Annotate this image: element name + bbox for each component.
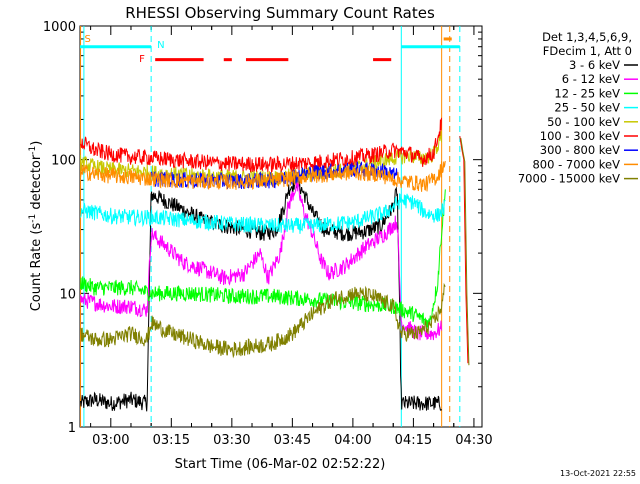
y-axis-label: Count Rate (s-1 detector-1)	[28, 141, 44, 312]
x-tick-label: 03:30	[213, 433, 250, 448]
x-tick-label: 03:15	[153, 433, 190, 448]
legend-entry-label: 300 - 800 keV	[540, 143, 620, 157]
series-line-100-300-kev	[80, 117, 442, 173]
y-axis-label-mid: detector	[29, 154, 44, 214]
x-tick-label: 03:45	[274, 433, 311, 448]
series-line-800-7000-kev	[80, 161, 446, 192]
legend-entry-label: 100 - 300 keV	[540, 129, 620, 143]
series-line-300-800-kev	[150, 161, 398, 190]
series-line-7000-15000-kev	[80, 282, 446, 359]
legend-entry-label: 800 - 7000 keV	[532, 157, 620, 171]
series-line-25-50-kev	[80, 193, 446, 234]
legend-entry-label: 50 - 100 keV	[547, 115, 620, 129]
legend-header-line-1: Det 1,3,4,5,6,9,	[542, 30, 632, 44]
legend-entry-label: 7000 - 15000 keV	[518, 172, 620, 186]
late-segment-line	[459, 136, 469, 364]
y-tick-label: 100	[51, 154, 76, 169]
x-tick-label: 04:00	[334, 433, 371, 448]
generation-timestamp: 13-Oct-2021 22:55	[560, 469, 636, 478]
y-axis-label-sup2: -1	[28, 146, 38, 155]
x-axis-label: Start Time (06-Mar-02 02:52:22)	[175, 457, 386, 472]
x-tick-label: 03:00	[92, 433, 129, 448]
y-tick-label: 1	[68, 421, 76, 436]
y-axis-label-main: Count Rate (s	[29, 223, 44, 312]
chart-title: RHESSI Observing Summary Count Rates	[125, 4, 435, 22]
late-segment-line-2	[460, 138, 470, 366]
series-line-6-12-kev	[80, 178, 442, 341]
flag-label: F	[139, 54, 145, 65]
y-tick-label: 1000	[43, 20, 76, 35]
x-tick-label: 04:30	[455, 433, 492, 448]
y-axis-label-sup1: -1	[28, 214, 38, 223]
legend-entry-label: 6 - 12 keV	[562, 72, 620, 86]
x-tick-label: 04:15	[395, 433, 432, 448]
series-line-3-6-kev	[80, 174, 442, 412]
legend-entry-label: 12 - 25 keV	[554, 86, 620, 100]
legend-entry-label: 3 - 6 keV	[569, 58, 620, 72]
plot-frame	[79, 25, 483, 428]
legend-header-line-2: FDecim 1, Att 0	[543, 44, 632, 58]
y-tick-label: 10	[59, 287, 76, 302]
flag-label: N	[157, 40, 164, 51]
series-line-12-25-kev	[80, 189, 446, 331]
flag-label: S	[85, 34, 91, 45]
y-axis-label-end: )	[29, 141, 44, 146]
legend-entry-label: 25 - 50 keV	[554, 101, 620, 115]
